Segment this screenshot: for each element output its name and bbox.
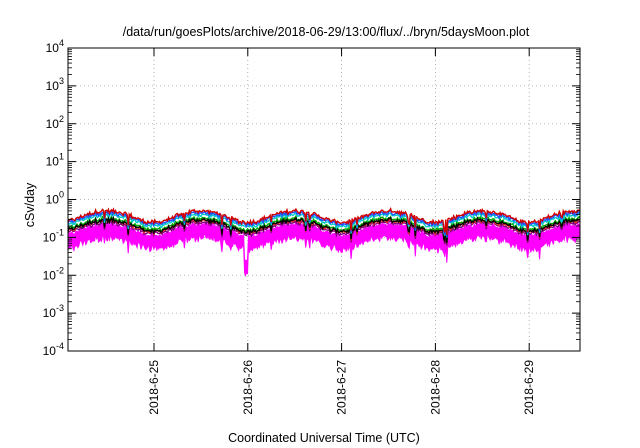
series-layer: [67, 206, 581, 278]
series-line: [67, 215, 581, 244]
y-tick-label: 10-2: [43, 265, 64, 282]
x-tick-label: 2018-6-26: [241, 360, 255, 415]
y-tick-label: 104: [46, 38, 64, 55]
y-tick-label: 10-3: [43, 303, 64, 320]
series-line: [67, 214, 581, 242]
x-tick-label: 2018-6-27: [335, 360, 349, 415]
y-tick-label: 100: [46, 190, 64, 207]
y-tick-label: 102: [46, 114, 64, 131]
grid: [68, 48, 580, 351]
chart-title: /data/run/goesPlots/archive/2018-06-29/1…: [123, 25, 530, 39]
y-tick-label: 10-1: [43, 227, 64, 244]
y-tick-label: 103: [46, 76, 64, 93]
y-tick-label: 10-4: [43, 341, 64, 358]
series-line: [67, 206, 581, 236]
y-axis-label: cSv/day: [23, 182, 37, 227]
y-axis: 10-4 10-3 10-2 10-1 100 101 102 103 104: [43, 38, 580, 358]
x-tick-label: 2018-6-28: [428, 360, 442, 415]
x-tick-label: 2018-6-29: [522, 360, 536, 415]
y-tick-label: 101: [46, 152, 64, 169]
x-axis-label: Coordinated Universal Time (UTC): [228, 431, 420, 445]
x-tick-label: 2018-6-25: [147, 360, 161, 415]
x-axis: 2018-6-25 2018-6-26 2018-6-27 2018-6-28 2018…: [147, 48, 536, 415]
